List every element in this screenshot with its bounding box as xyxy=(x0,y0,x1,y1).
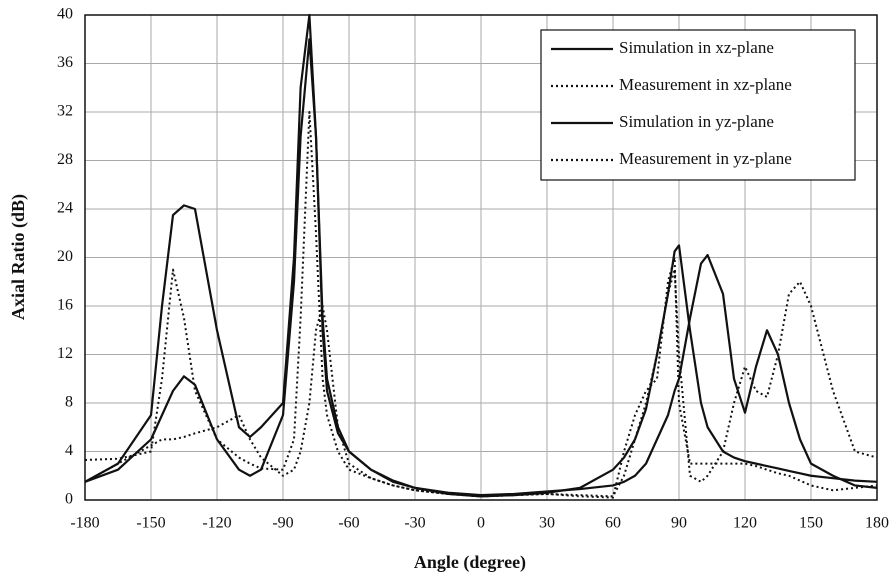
y-tick-label: 0 xyxy=(65,491,73,508)
legend-label: Measurement in yz-plane xyxy=(619,149,792,168)
y-tick-label: 12 xyxy=(57,345,73,362)
x-tick-label: -150 xyxy=(136,515,165,532)
x-tick-label: 30 xyxy=(539,515,555,532)
legend-label: Simulation in yz-plane xyxy=(619,112,774,131)
x-tick-label: 180 xyxy=(865,515,889,532)
x-tick-label: 120 xyxy=(733,515,757,532)
data-line xyxy=(84,13,878,498)
y-tick-label: 36 xyxy=(57,54,73,71)
y-tick-label: 4 xyxy=(65,442,73,459)
x-tick-label: -90 xyxy=(272,515,293,532)
y-tick-label: 32 xyxy=(57,103,73,120)
data-line xyxy=(84,38,878,497)
x-tick-label: -180 xyxy=(70,515,99,532)
x-tick-label: 60 xyxy=(605,515,621,532)
x-tick-label: 0 xyxy=(477,515,485,532)
y-tick-label: 20 xyxy=(57,248,73,265)
plot-frame xyxy=(84,14,878,501)
y-tick-label: 24 xyxy=(57,200,73,217)
legend-label: Simulation in xz-plane xyxy=(619,38,774,57)
x-tick-label: -120 xyxy=(202,515,231,532)
legend-label: Measurement in xz-plane xyxy=(619,75,792,94)
y-axis-label: Axial Ratio (dB) xyxy=(8,194,29,320)
legend-box xyxy=(540,29,856,181)
x-axis-label: Angle (degree) xyxy=(414,552,526,573)
x-tick-label: 90 xyxy=(671,515,687,532)
y-tick-label: 8 xyxy=(65,394,73,411)
y-tick-label: 16 xyxy=(57,297,73,314)
y-tick-label: 28 xyxy=(57,151,73,168)
y-tick-label: 40 xyxy=(57,6,73,23)
x-tick-label: 150 xyxy=(799,515,823,532)
x-tick-label: -60 xyxy=(338,515,359,532)
x-tick-label: -30 xyxy=(404,515,425,532)
